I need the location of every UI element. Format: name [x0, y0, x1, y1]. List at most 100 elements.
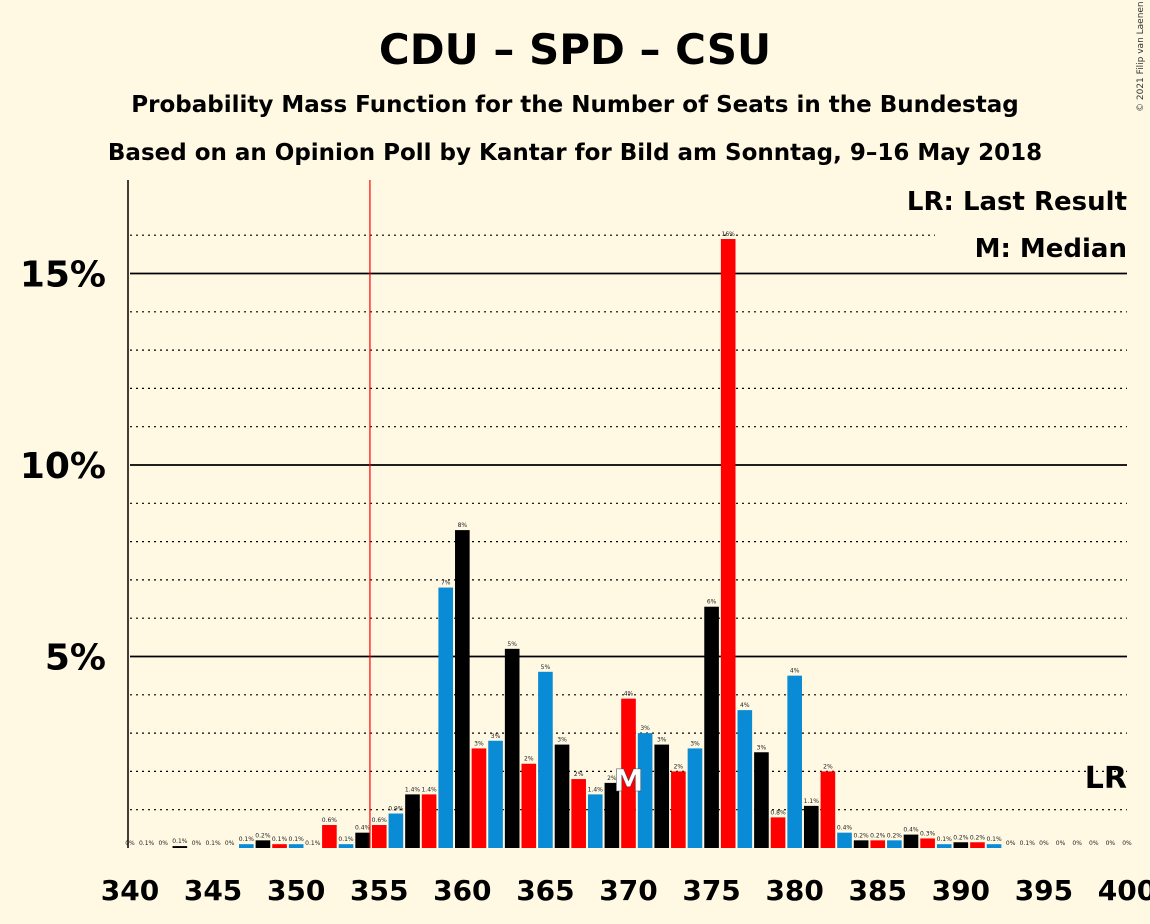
bar-series: [172, 239, 1002, 848]
bar-seat-388: [920, 838, 935, 848]
data-label: 0.1%: [305, 840, 321, 847]
bar-seat-372: [654, 744, 670, 848]
data-label: 0.1%: [205, 840, 221, 847]
bar-seat-379: [770, 817, 786, 848]
bar-seat-357: [405, 794, 420, 848]
bar-seat-349: [272, 844, 287, 848]
bar-seat-389: [936, 844, 952, 848]
data-label: 0%: [1089, 840, 1099, 847]
bar-seat-358: [421, 794, 437, 848]
chart-source: Based on an Opinion Poll by Kantar for B…: [108, 140, 1042, 166]
x-tick-label: 375: [682, 874, 740, 907]
data-label: 1.4%: [588, 786, 604, 793]
data-label: 0.8%: [770, 809, 786, 816]
chart-title: CDU – SPD – CSU: [379, 25, 771, 74]
bar-seat-382: [820, 771, 836, 848]
bar-seat-350: [288, 844, 304, 848]
y-tick-label: 15%: [20, 255, 106, 296]
data-label: 0.2%: [887, 832, 903, 839]
x-tick-label: 400: [1098, 874, 1150, 907]
data-label: 2%: [823, 763, 833, 770]
data-label: 3%: [474, 740, 484, 747]
data-label: 0%: [158, 840, 168, 847]
bar-seat-381: [803, 805, 819, 848]
data-label: 4%: [790, 668, 800, 675]
data-label: 2%: [607, 775, 617, 782]
bar-seat-371: [637, 733, 653, 848]
data-label: 0.4%: [903, 827, 919, 834]
x-tick-label: 355: [350, 874, 408, 907]
bar-seat-348: [255, 840, 271, 848]
data-label: 3%: [491, 733, 501, 740]
data-label: 0.1%: [1020, 840, 1036, 847]
bar-seat-387: [903, 834, 919, 848]
data-label: 0.2%: [255, 832, 271, 839]
data-labels: 0% 0.1% 0% 0.1% 0% 0.1% 0%0.1%0.2%0.1% 0.1%0.1%…: [125, 231, 1132, 847]
data-label: 0%: [1056, 840, 1066, 847]
median-marker: M: [614, 764, 644, 799]
data-label: 0%: [225, 840, 235, 847]
data-label: 2%: [524, 756, 534, 763]
legend-median: M: Median: [975, 234, 1127, 264]
bar-seat-373: [671, 771, 686, 848]
data-label: 0.1%: [239, 836, 255, 843]
data-label: 16%: [722, 231, 736, 238]
bar-seat-392: [986, 844, 1002, 848]
legend-last-result: LR: Last Result: [907, 187, 1127, 217]
data-label: 3%: [690, 740, 700, 747]
bar-seat-365: [538, 671, 553, 848]
data-label: 0.2%: [870, 832, 886, 839]
bar-seat-354: [355, 832, 370, 848]
data-label: 5%: [507, 641, 517, 648]
bar-seat-380: [787, 675, 802, 848]
bar-seat-368: [587, 794, 603, 848]
bar-seat-370: [621, 698, 636, 848]
data-label: 0.6%: [372, 817, 388, 824]
x-tick-label: 350: [267, 874, 325, 907]
data-label: 0%: [125, 840, 135, 847]
bar-seat-359: [438, 587, 454, 848]
data-label: 5%: [541, 664, 551, 671]
data-label: 2%: [674, 763, 684, 770]
data-label: 0%: [1039, 840, 1049, 847]
data-label: 4%: [740, 702, 750, 709]
x-tick-label: 370: [599, 874, 657, 907]
bar-seat-352: [322, 825, 337, 848]
x-tick-label: 345: [184, 874, 242, 907]
data-label: 0.1%: [937, 836, 953, 843]
bar-seat-384: [853, 840, 869, 848]
data-label: 6%: [707, 599, 717, 606]
data-label: 0.1%: [272, 836, 288, 843]
data-label: 0.1%: [139, 840, 155, 847]
data-label: 1.4%: [421, 786, 437, 793]
y-tick-label: 10%: [20, 446, 106, 487]
data-label: 0%: [192, 840, 202, 847]
data-label: 1.1%: [804, 798, 820, 805]
bar-seat-369: [604, 782, 620, 848]
bar-seat-362: [488, 740, 503, 848]
data-label: 8%: [458, 522, 468, 529]
chart-subtitle: Probability Mass Function for the Number…: [131, 92, 1018, 118]
data-label: 4%: [624, 691, 634, 698]
bar-seat-391: [970, 842, 985, 848]
data-label: 0.2%: [854, 832, 870, 839]
data-label: 0.2%: [953, 834, 969, 841]
data-label: 0.1%: [172, 838, 188, 845]
copyright-notice: © 2021 Filip van Laenen: [1136, 1, 1146, 112]
bar-seat-347: [239, 844, 254, 848]
data-label: 7%: [441, 580, 451, 587]
bar-seat-360: [455, 530, 470, 848]
bar-seat-374: [687, 748, 703, 848]
bar-seat-353: [338, 844, 354, 848]
bar-seat-366: [554, 744, 570, 848]
x-tick-label: 360: [433, 874, 491, 907]
data-label: 2%: [574, 771, 584, 778]
bar-seat-377: [737, 710, 753, 848]
data-label: 0%: [1006, 840, 1016, 847]
bar-seat-375: [704, 606, 719, 848]
data-label: 0%: [1106, 840, 1116, 847]
y-axis-ticks: 5% 10% 15%: [20, 255, 106, 679]
bar-seat-363: [504, 648, 520, 848]
data-label: 0.2%: [970, 834, 986, 841]
